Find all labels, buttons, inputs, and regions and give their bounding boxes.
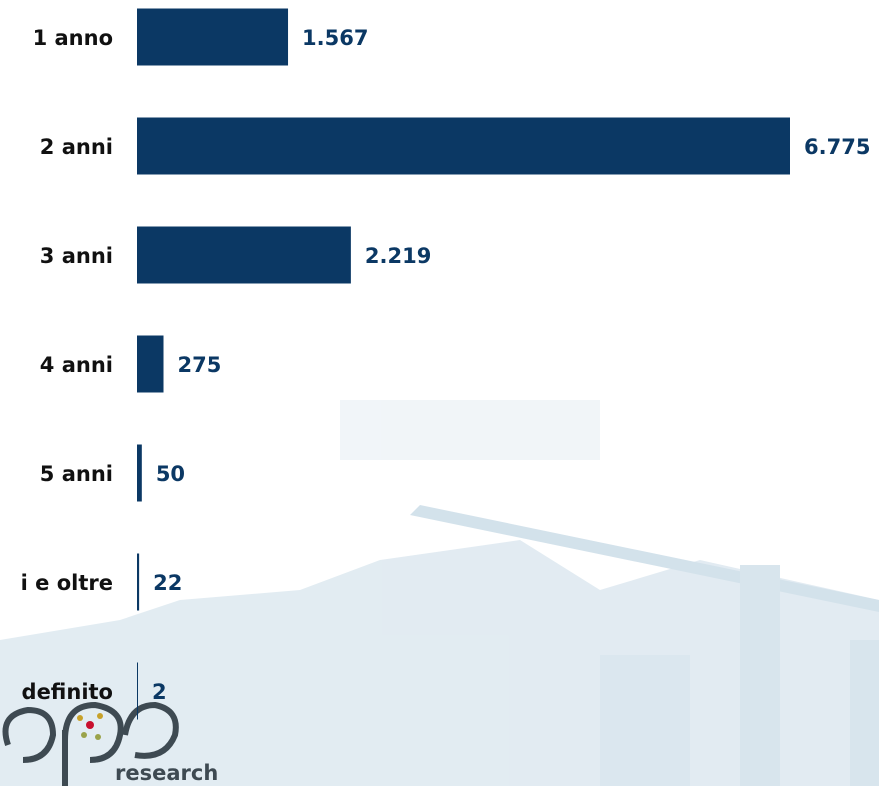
bar: [137, 226, 351, 284]
bar: [137, 117, 790, 175]
bar: [137, 444, 142, 502]
value-label: 50: [156, 462, 185, 486]
bar: [137, 335, 164, 393]
value-label: 2.219: [365, 244, 431, 268]
category-label: 3 anni: [40, 244, 113, 268]
bar: [137, 662, 138, 720]
bar: [137, 8, 289, 66]
category-label: i e oltre: [21, 571, 113, 595]
value-label: 275: [178, 353, 222, 377]
value-label: 1.567: [302, 26, 368, 50]
background-skyline: [0, 400, 879, 786]
category-label: 2 anni: [40, 135, 113, 159]
bar: [137, 553, 140, 611]
category-label: 4 anni: [40, 353, 113, 377]
category-label: 1 anno: [33, 26, 113, 50]
value-label: 22: [153, 571, 182, 595]
category-label: definito: [22, 680, 113, 704]
logo-text: research: [115, 761, 218, 785]
logo: research: [2, 701, 218, 786]
category-label: 5 anni: [40, 462, 113, 486]
value-label: 6.775: [804, 135, 870, 159]
value-label: 2: [152, 680, 167, 704]
